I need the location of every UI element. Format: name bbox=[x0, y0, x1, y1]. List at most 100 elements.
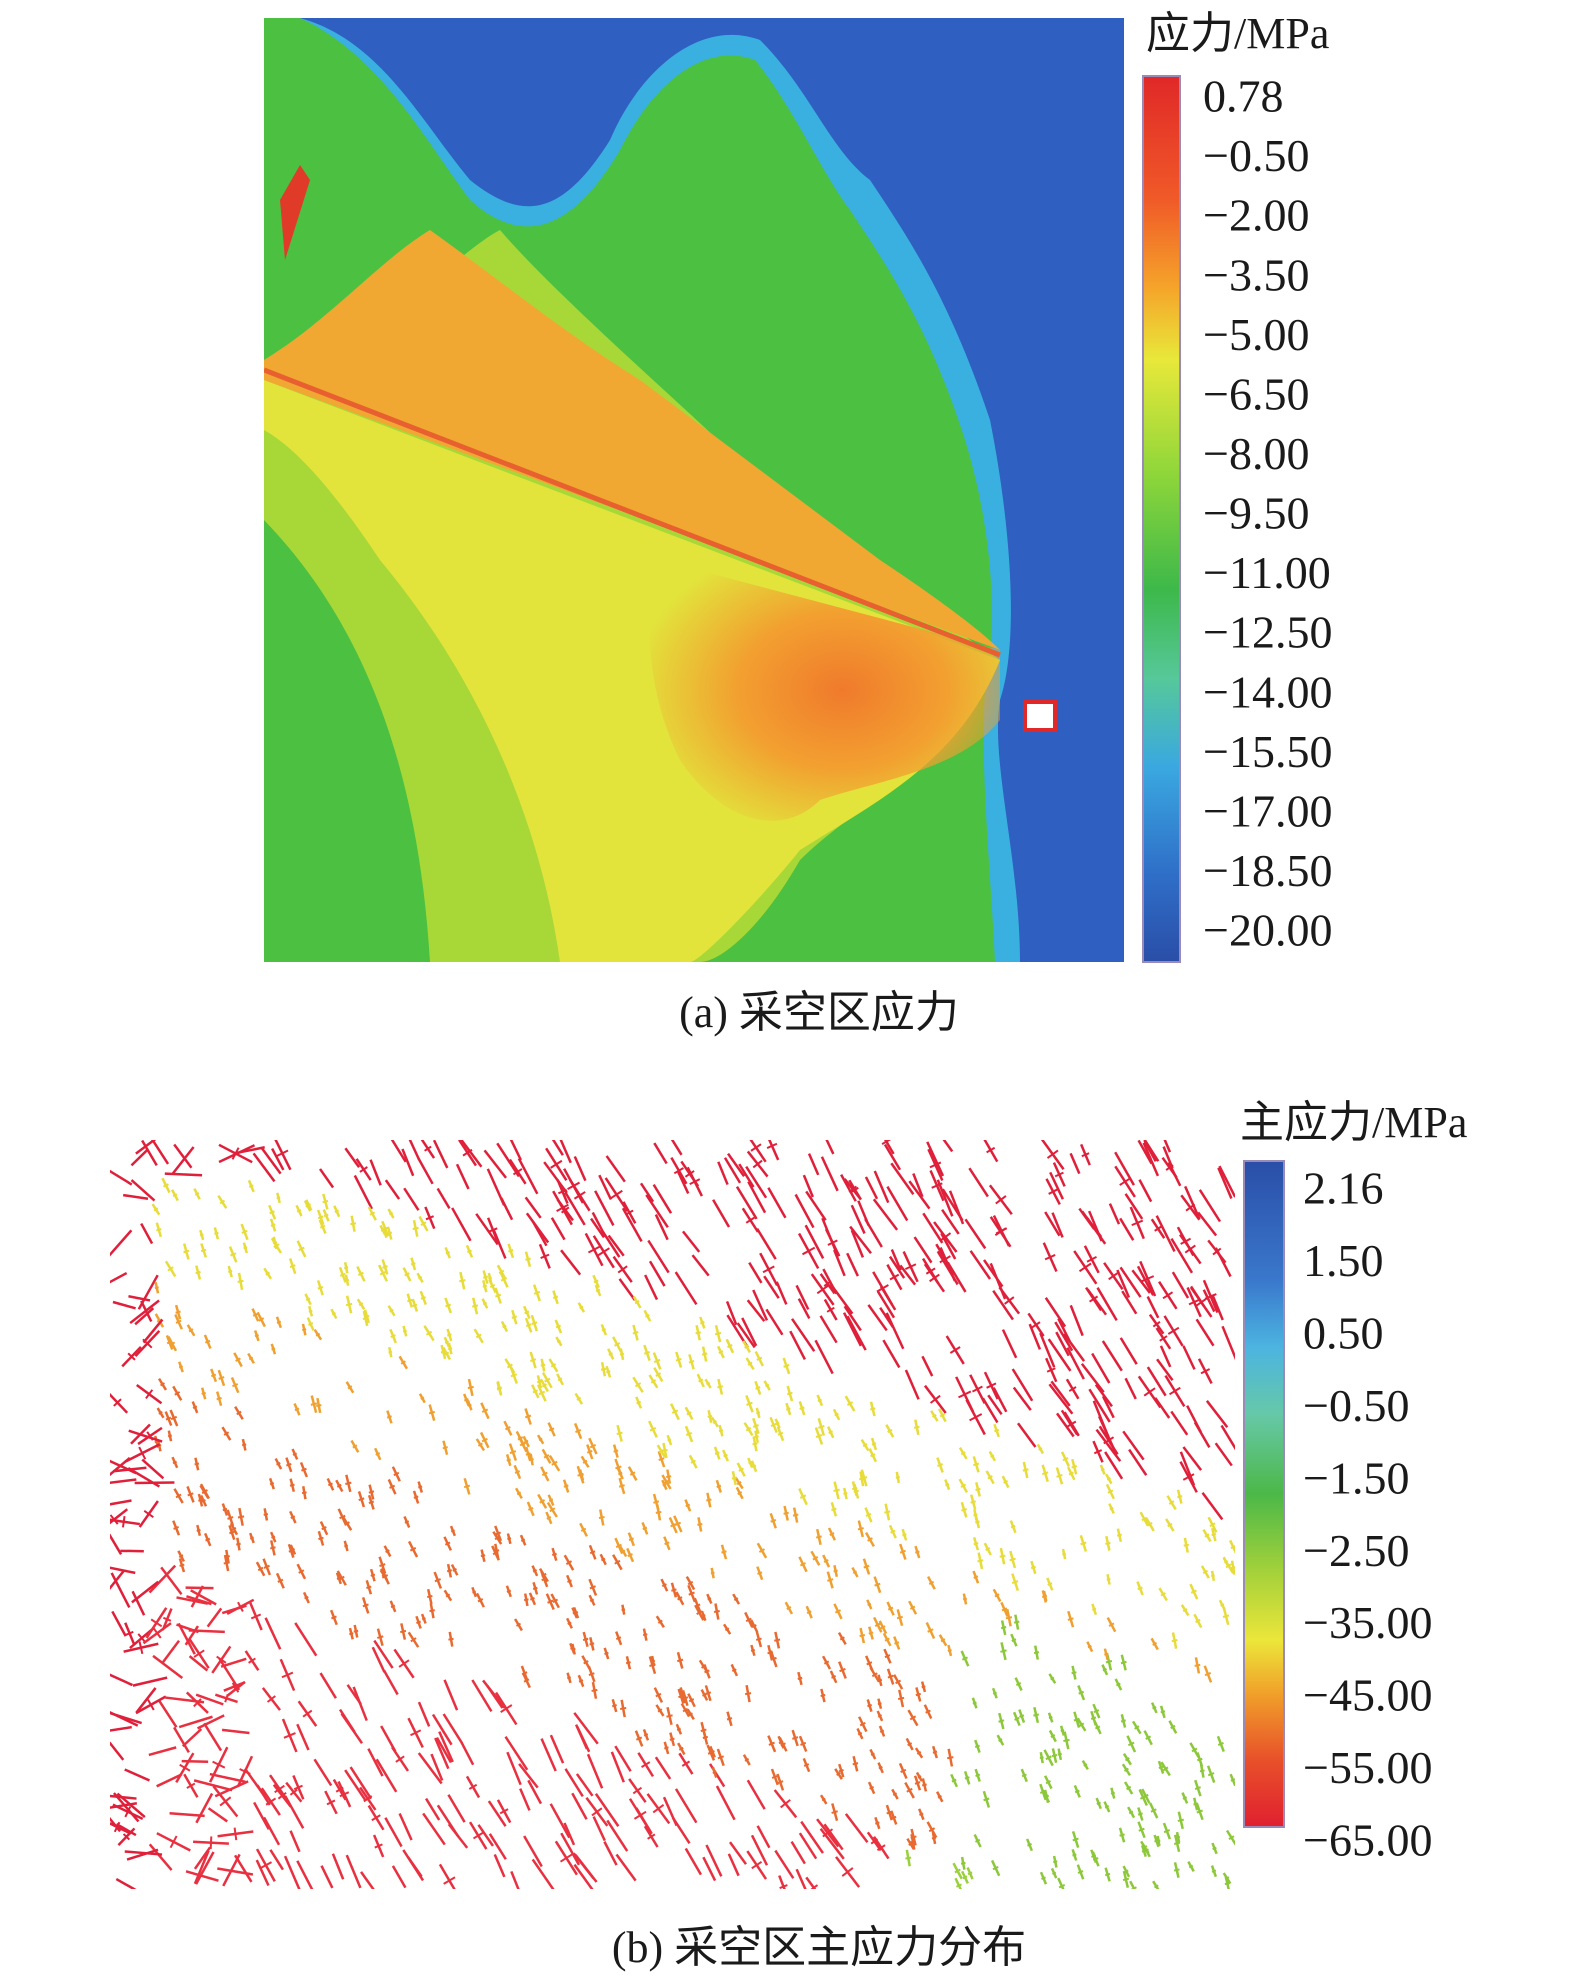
vector-stroke bbox=[1120, 1660, 1127, 1665]
vector-stroke bbox=[359, 1166, 368, 1173]
vector-stroke bbox=[977, 1559, 984, 1563]
vector-stroke bbox=[986, 1146, 996, 1154]
vector-stroke bbox=[682, 1707, 689, 1713]
vector-stroke bbox=[1147, 1522, 1153, 1527]
vector-stroke bbox=[447, 1333, 452, 1337]
vector-stroke bbox=[496, 1142, 520, 1178]
vector-stroke bbox=[676, 1727, 682, 1731]
vector-stroke bbox=[271, 1147, 285, 1171]
vector-stroke bbox=[860, 1476, 868, 1480]
vector-stroke bbox=[1122, 1877, 1130, 1882]
vector-stroke bbox=[1067, 1420, 1077, 1428]
vector-stroke bbox=[293, 1784, 303, 1791]
vector-stroke bbox=[1094, 1383, 1113, 1408]
vector-stroke bbox=[1167, 1522, 1173, 1528]
vector-stroke bbox=[508, 1249, 514, 1253]
vector-stroke bbox=[940, 1232, 957, 1260]
vector-stroke bbox=[834, 1609, 842, 1614]
vector-stroke bbox=[586, 1753, 604, 1789]
vector-stroke bbox=[402, 1329, 407, 1333]
vector-stroke bbox=[141, 1458, 165, 1480]
vector-stroke bbox=[1078, 1722, 1085, 1727]
vector-stroke bbox=[698, 1378, 704, 1383]
vector-stroke bbox=[1092, 1857, 1099, 1861]
vector-stroke bbox=[1152, 1706, 1157, 1710]
vector-stroke bbox=[1194, 1663, 1201, 1667]
vector-stroke bbox=[592, 1816, 606, 1842]
vector-stroke bbox=[241, 1229, 248, 1234]
vector-stroke bbox=[600, 1557, 606, 1562]
vector-stroke bbox=[1204, 1533, 1210, 1538]
vector-stroke bbox=[684, 1170, 695, 1178]
vector-stroke bbox=[758, 1548, 765, 1553]
vector-stroke bbox=[685, 1503, 691, 1508]
vector-stroke bbox=[398, 1812, 413, 1841]
vector-stroke bbox=[710, 1571, 715, 1575]
vector-stroke bbox=[864, 1176, 879, 1200]
vector-stroke bbox=[130, 1179, 156, 1202]
vector-stroke bbox=[998, 1719, 1005, 1723]
vector-stroke bbox=[237, 1279, 244, 1283]
vector-stroke bbox=[495, 1531, 502, 1536]
vector-stroke bbox=[1071, 1671, 1077, 1675]
vector-stroke bbox=[122, 1833, 131, 1841]
vector-stroke bbox=[1108, 1622, 1115, 1627]
vector-stroke bbox=[883, 1143, 902, 1171]
vector-stroke bbox=[884, 1637, 890, 1642]
vector-stroke bbox=[381, 1573, 387, 1578]
vector-stroke bbox=[230, 1252, 237, 1257]
vector-stroke bbox=[178, 1365, 184, 1369]
vector-stroke bbox=[176, 1596, 208, 1605]
vector-stroke bbox=[1066, 1347, 1085, 1380]
vector-stroke bbox=[594, 1190, 615, 1226]
vector-stroke bbox=[266, 1695, 276, 1703]
vector-stroke bbox=[951, 1778, 957, 1783]
vector-stroke bbox=[1045, 1755, 1052, 1761]
vector-stroke bbox=[890, 1162, 915, 1195]
vector-stroke bbox=[252, 1312, 258, 1317]
vector-stroke bbox=[1116, 1269, 1131, 1298]
vector-stroke bbox=[785, 1407, 791, 1411]
vector-stroke bbox=[1134, 1725, 1140, 1730]
yellow-zone bbox=[264, 380, 1000, 962]
vector-stroke bbox=[259, 1861, 273, 1870]
vector-stroke bbox=[768, 1741, 775, 1746]
vector-stroke bbox=[304, 1595, 309, 1600]
vector-stroke bbox=[912, 1173, 924, 1198]
vector-stroke bbox=[857, 1527, 864, 1531]
vector-stroke bbox=[506, 1751, 522, 1786]
vector-stroke bbox=[110, 1741, 125, 1761]
vector-stroke bbox=[1103, 1436, 1115, 1445]
vector-stroke bbox=[748, 1261, 763, 1284]
vector-stroke bbox=[167, 1266, 174, 1272]
vector-stroke bbox=[564, 1191, 586, 1226]
vector-stroke bbox=[1124, 1377, 1137, 1400]
vector-stroke bbox=[919, 1812, 924, 1816]
vector-stroke bbox=[481, 1408, 489, 1413]
vector-stroke bbox=[477, 1824, 494, 1847]
vector-stroke bbox=[1068, 1386, 1077, 1392]
vector-stroke bbox=[428, 1410, 436, 1415]
legend-label: −5.00 bbox=[1203, 309, 1309, 360]
vector-stroke bbox=[472, 1304, 479, 1308]
vector-stroke bbox=[1086, 1256, 1097, 1263]
vector-stroke bbox=[563, 1484, 569, 1488]
vector-stroke bbox=[576, 1726, 591, 1753]
vector-stroke bbox=[587, 1245, 601, 1254]
vector-stroke bbox=[386, 1415, 392, 1419]
vector-stroke bbox=[990, 1454, 995, 1458]
vector-stroke bbox=[170, 1415, 178, 1421]
vector-stroke bbox=[756, 1356, 763, 1361]
vector-stroke bbox=[529, 1458, 534, 1461]
vector-stroke bbox=[442, 1446, 448, 1450]
vector-stroke bbox=[688, 1360, 695, 1364]
vector-stroke bbox=[723, 1157, 742, 1184]
vector-stroke bbox=[253, 1801, 270, 1830]
vector-stroke bbox=[1212, 1846, 1217, 1851]
vector-stroke bbox=[110, 1499, 132, 1506]
vector-stroke bbox=[429, 1609, 435, 1613]
vector-stroke bbox=[800, 1820, 824, 1854]
vector-stroke bbox=[849, 1225, 872, 1254]
vector-stroke bbox=[675, 1357, 682, 1362]
vector-stroke bbox=[588, 1672, 595, 1676]
